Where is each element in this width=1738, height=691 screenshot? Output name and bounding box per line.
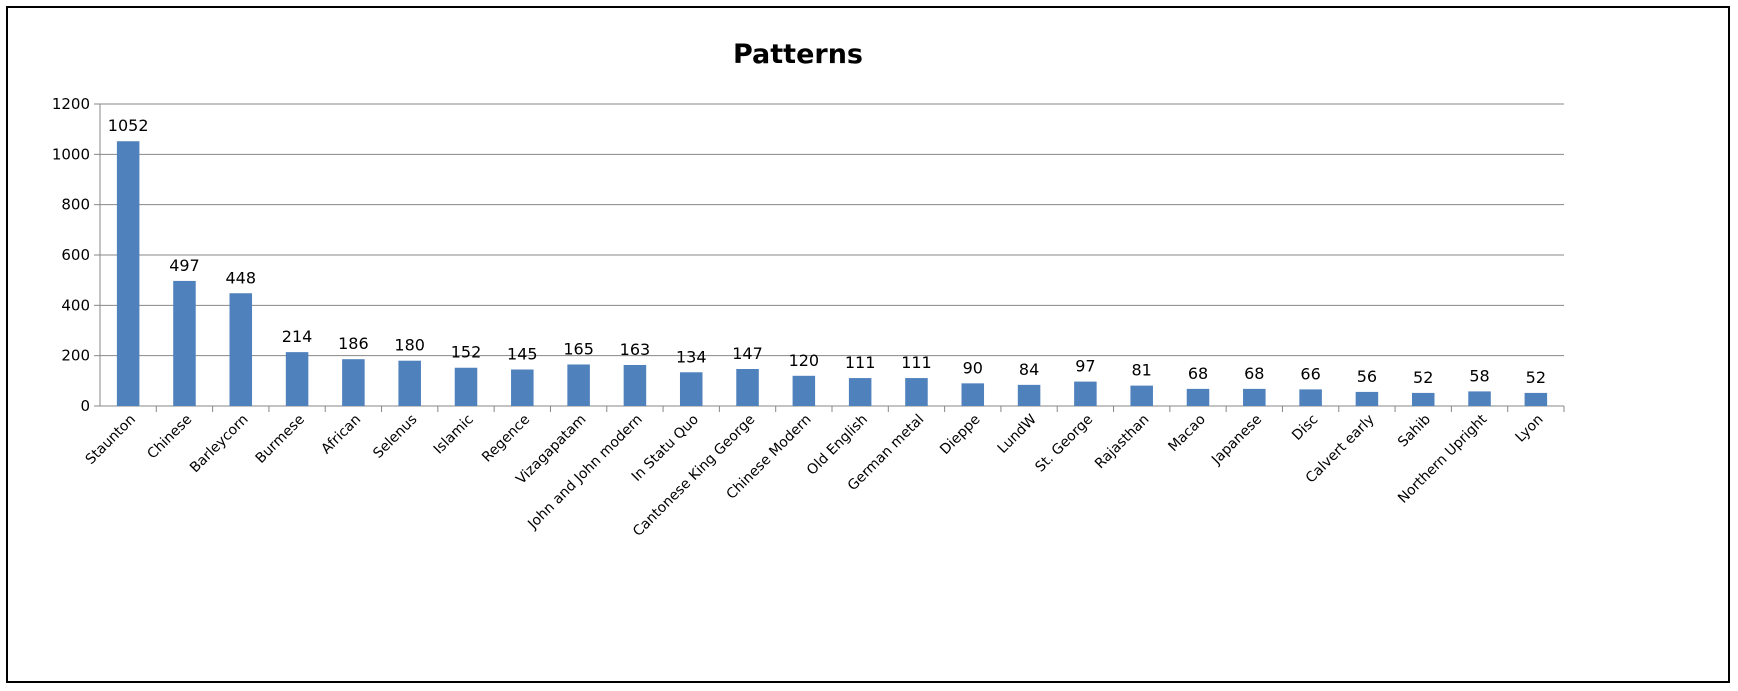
bar-japanese [1243,388,1266,406]
bar-in-statu-quo [679,372,703,406]
bar-islamic [454,367,478,406]
bar-lundw [1017,384,1041,406]
category-label: St. George [1032,412,1096,476]
category-label: Barleycorn [187,412,252,477]
data-label: 120 [789,351,820,370]
data-label: 111 [901,353,932,372]
gridlines [100,103,1564,357]
category-label: Japanese [1208,412,1265,469]
y-tick-label: 400 [61,296,90,314]
data-label: 163 [620,340,651,359]
data-label: 180 [394,336,425,355]
data-label: 52 [1526,368,1546,387]
category-label: Staunton [83,412,139,468]
chart-title: Patterns [733,39,863,70]
bar-cantonese-king-george [736,369,759,406]
y-tick-label: 1000 [52,145,90,163]
data-label: 186 [338,334,369,353]
bar-old-english [848,378,872,406]
category-label: John and John modern [524,412,645,533]
bar-chinese [173,280,196,406]
data-label: 90 [963,358,983,377]
bar-st-george [1074,381,1097,406]
data-label: 52 [1413,368,1433,387]
bar-sahib [1411,392,1435,406]
y-tick-label: 800 [61,196,90,214]
category-label: Regence [479,412,533,466]
bar-disc [1299,389,1322,406]
data-labels: 1052 497 448 214 186 180 152 145 165 163 134 147 120… [108,116,1546,387]
category-label: Macao [1165,412,1208,455]
bar-dieppe [961,383,985,406]
bar-calvert-early [1355,391,1379,406]
data-label: 165 [563,339,594,358]
y-tick-label: 0 [80,397,90,415]
data-label: 111 [845,353,876,372]
y-tick-label: 600 [61,246,90,264]
bar-african [342,359,365,406]
bar-chart: Patterns 0 200 400 600 800 1000 1200 1052 497 44… [52,39,1565,540]
category-label: African [318,412,364,458]
bar-regence [511,369,534,406]
data-label: 134 [676,347,707,366]
bar-macao [1186,388,1210,406]
bar-lyon [1524,392,1548,406]
category-label: Disc [1289,412,1321,444]
category-label: Lyon [1513,412,1547,446]
y-tick-label: 1200 [52,95,90,113]
data-label: 147 [732,344,763,363]
bar-vizagapatam [567,364,590,406]
bar-barleycorn [229,293,253,406]
data-label: 58 [1469,366,1489,385]
data-label: 68 [1188,364,1208,383]
bars [116,141,1548,406]
data-label: 66 [1300,364,1320,383]
bar-selenus [398,360,421,406]
data-label: 56 [1357,367,1377,386]
data-label: 97 [1075,357,1095,376]
category-label: Burmese [253,412,308,467]
category-label: Rajasthan [1092,412,1153,473]
bar-rajasthan [1130,385,1153,406]
data-label: 84 [1019,360,1039,379]
bar-german-metal [905,378,928,406]
bar-john-and-john-modern [623,364,647,406]
data-label: 1052 [108,116,149,135]
data-label: 152 [451,343,482,362]
category-label: Dieppe [937,412,983,458]
bar-chinese-modern [792,375,816,406]
data-label: 214 [282,327,313,346]
data-label: 497 [169,256,200,275]
category-label: Islamic [431,412,477,458]
bar-burmese [285,352,309,406]
bar-northern-upright [1468,391,1491,406]
chart-frame: Patterns 0 200 400 600 800 1000 1200 1052 497 44… [6,6,1730,683]
data-label: 68 [1244,364,1264,383]
category-label: Chinese [144,412,195,463]
category-label: LundW [995,411,1040,456]
category-label: Sahib [1395,411,1434,450]
data-label: 145 [507,345,538,364]
data-label: 81 [1132,361,1152,380]
bar-staunton [116,141,140,406]
y-tick-label: 200 [61,347,90,365]
data-label: 448 [225,268,256,287]
category-label: Selenus [370,412,420,462]
